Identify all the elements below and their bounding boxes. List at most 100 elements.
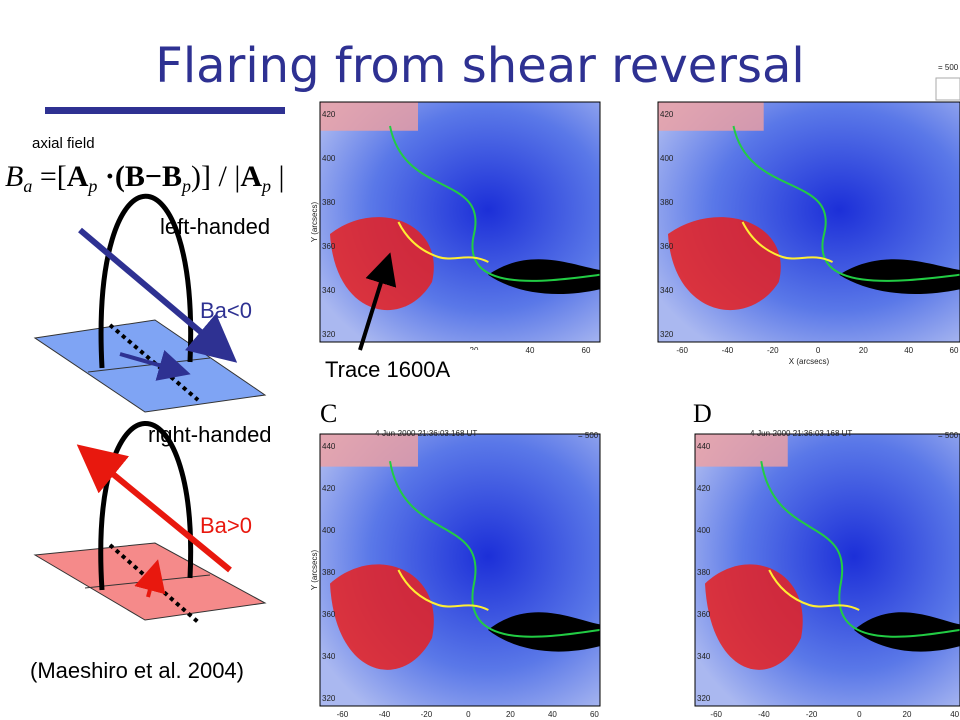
y-tick-label: 400 [697, 526, 711, 535]
f: p [86, 176, 97, 196]
f: | [271, 160, 285, 193]
f: =[ [32, 160, 66, 193]
frame [694, 433, 960, 707]
y-tick-label: 400 [322, 154, 336, 163]
y-tick-label: 320 [322, 694, 336, 703]
f: A [67, 160, 89, 193]
x-tick-label: 0 [857, 710, 862, 719]
x-tick-label: -60 [337, 710, 349, 719]
formula: Ba =[Ap ·(B−Bp)] / |Ap | [5, 160, 285, 196]
loop [98, 421, 194, 591]
x-tick-label: 60 [582, 346, 591, 355]
negative-core [488, 259, 600, 294]
y-tick-label: 440 [322, 442, 336, 451]
x-tick-label: 60 [590, 710, 599, 719]
y-tick-label: 360 [322, 610, 336, 619]
trace-box [318, 350, 484, 386]
x-tick-label: -60 [676, 346, 688, 355]
y-tick-label: 420 [322, 110, 336, 119]
y-tick-label: 320 [322, 330, 336, 339]
x-tick-label: -40 [379, 710, 391, 719]
x-tick-label: 40 [526, 346, 535, 355]
positive-region [320, 434, 418, 467]
timestamp: 4-Jun-2000 21:36:03.168 UT [375, 429, 477, 438]
title-underline [45, 107, 285, 114]
f: p [180, 176, 191, 196]
label: Ba>0 [200, 513, 252, 538]
f: p [260, 176, 271, 196]
x-tick-label: 0 [816, 346, 821, 355]
positive-region [668, 217, 781, 311]
x-tick-label: 20 [506, 710, 515, 719]
y-tick-label: 340 [322, 286, 336, 295]
contour [732, 125, 960, 282]
x-tick-label: -20 [806, 710, 818, 719]
positive-region [695, 434, 788, 467]
axial-label: axial field [32, 135, 95, 152]
y-tick-label: 380 [660, 198, 674, 207]
frame [319, 433, 601, 707]
contour [389, 125, 601, 282]
f: ·(B−B [97, 160, 182, 193]
y-tick-label: 320 [697, 694, 711, 703]
x-tick-label: -20 [421, 710, 433, 719]
panel-label: C [320, 399, 337, 428]
y-tick-label: 320 [660, 330, 674, 339]
x-tick-label: -60 [710, 710, 722, 719]
f: a [23, 176, 32, 196]
x-tick-label: 60 [950, 346, 959, 355]
x-tick-label: -40 [758, 710, 770, 719]
y-tick-label: 360 [697, 610, 711, 619]
y-tick-label: 340 [322, 652, 336, 661]
y-tick-label: 360 [660, 242, 674, 251]
contour [741, 221, 834, 263]
axial-arrow [76, 444, 232, 573]
field-arrow [119, 350, 191, 381]
panels: 320340360380400420204060Y (arcsecs)32034… [310, 63, 960, 719]
scale: = 500 [938, 431, 959, 440]
x-tick-label: -40 [722, 346, 734, 355]
x-tick-label: 20 [859, 346, 868, 355]
y-tick-label: 420 [660, 110, 674, 119]
label: left-handed [160, 214, 270, 239]
plane [33, 319, 267, 413]
loop [98, 193, 194, 369]
citation: (Maeshiro et al. 2004) [30, 658, 244, 683]
y-tick-label: 400 [660, 154, 674, 163]
x-tick-label: 40 [904, 346, 913, 355]
x-tick-label: -20 [767, 346, 779, 355]
x-tick-label: 0 [466, 710, 471, 719]
contour [760, 461, 960, 638]
y-tick-label: 340 [697, 652, 711, 661]
y-axis-label: Y (arcsecs) [310, 202, 319, 243]
timestamp: 4-Jun-2000 21:36:03.168 UT [750, 429, 852, 438]
label: Ba<0 [200, 298, 252, 323]
contour [397, 221, 489, 263]
y-tick-label: 380 [697, 568, 711, 577]
scale: = 500 [578, 431, 599, 440]
x-tick-label: 40 [548, 710, 557, 719]
x-tick-label: 40 [950, 710, 959, 719]
title: Flaring from shear reversal [155, 38, 805, 94]
x-axis-label: X (arcsecs) [789, 357, 830, 366]
y-tick-label: 400 [322, 526, 336, 535]
contour [389, 461, 601, 638]
positive-region [658, 102, 764, 131]
contour [397, 569, 489, 611]
frame [657, 101, 960, 343]
f: B [5, 160, 23, 193]
y-axis-label: Y (arcsecs) [310, 550, 319, 591]
y-tick-label: 420 [322, 484, 336, 493]
trace-arrow [358, 252, 397, 351]
contour [768, 569, 860, 611]
negative-core [854, 612, 960, 652]
axial-arrow [78, 227, 238, 363]
negative-core [839, 259, 960, 294]
y-tick-label: 420 [697, 484, 711, 493]
y-tick-label: 340 [660, 286, 674, 295]
f: )] / | [191, 160, 240, 193]
positive-region [320, 102, 418, 131]
y-tick-label: 440 [697, 442, 711, 451]
negative-core [488, 612, 600, 652]
